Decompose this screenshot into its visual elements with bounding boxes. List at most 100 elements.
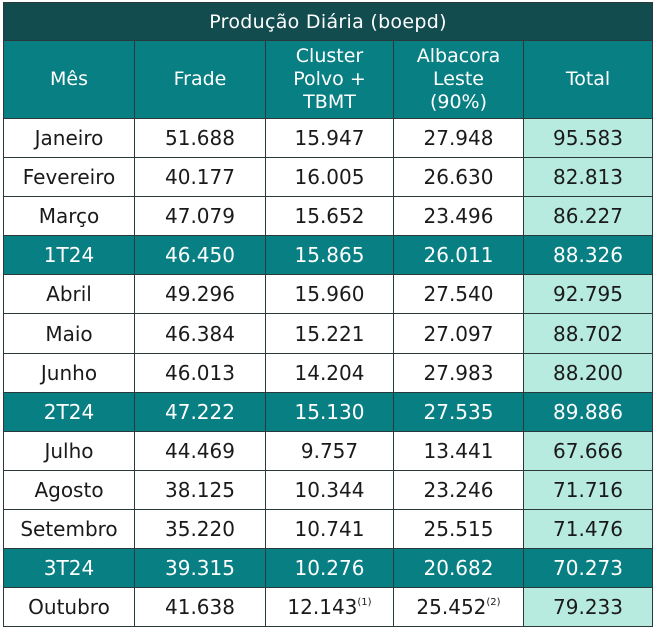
cell-period: Setembro: [3, 508, 135, 549]
cell-total: 88.702: [522, 313, 654, 354]
header-month: Mês: [3, 40, 135, 120]
cell-total: 71.476: [522, 508, 654, 549]
table-row: Abril 49.296 15.960 27.540 92.795: [3, 274, 654, 315]
cell-cluster-polvo-value: 9.757: [300, 438, 359, 463]
header-frade: Frade: [134, 40, 266, 120]
table-row: Fevereiro 40.177 16.005 26.630 82.813: [3, 157, 654, 198]
cell-cluster-polvo-value: 15.221: [294, 321, 365, 346]
header-albacora-line3: (90%): [429, 91, 488, 114]
cell-albacora: 26.630: [393, 157, 524, 198]
table-title-row: Produção Diária (boepd): [2, 1, 654, 42]
cell-period: Fevereiro: [3, 157, 135, 198]
table-row: Junho 46.013 14.204 27.983 88.200: [3, 352, 654, 393]
cell-period-value: Março: [38, 204, 100, 229]
cell-frade-value: 44.469: [165, 438, 235, 463]
cell-frade: 38.125: [134, 469, 266, 510]
header-frade-label: Frade: [173, 68, 227, 91]
cell-albacora-value: 27.983: [423, 360, 494, 385]
cell-period: 1T24: [3, 235, 135, 276]
cell-albacora: 27.983: [393, 352, 524, 393]
header-total: Total: [522, 40, 654, 120]
cell-cluster-polvo-value: 16.005: [294, 165, 365, 190]
cell-period: Maio: [3, 313, 135, 354]
cell-total-value: 79.233: [553, 594, 623, 619]
cell-frade-value: 46.384: [165, 321, 235, 346]
cell-cluster-polvo: 15.130: [265, 391, 394, 432]
cell-cluster-polvo: 15.947: [265, 118, 394, 159]
footnote-marker: (2): [486, 596, 501, 608]
cell-cluster-polvo: 10.741: [265, 508, 394, 549]
cell-period: Outubro: [3, 586, 135, 628]
header-cluster-polvo: Cluster Polvo + TBMT: [265, 40, 394, 120]
cell-albacora-value: 26.011: [423, 243, 494, 268]
cell-period: Junho: [3, 352, 135, 393]
table-row: Maio 46.384 15.221 27.097 88.702: [3, 313, 654, 354]
quarter-summary-row: 3T24 39.315 10.276 20.682 70.273: [3, 547, 654, 588]
cell-total-value: 88.200: [553, 360, 623, 385]
table-row: Janeiro 51.688 15.947 27.948 95.583: [3, 118, 654, 159]
table-row: Março 47.079 15.652 23.496 86.227: [3, 196, 654, 237]
cell-frade: 39.315: [134, 547, 266, 588]
cell-frade-value: 49.296: [165, 282, 235, 307]
cell-total: 70.273: [522, 547, 654, 588]
cell-frade: 47.079: [134, 196, 266, 237]
cell-period-value: Abril: [46, 282, 92, 307]
cell-period: 2T24: [3, 391, 135, 432]
header-albacora-line1: Albacora: [416, 45, 501, 68]
cell-total-value: 67.666: [553, 438, 623, 463]
cell-cluster-polvo-value: 12.143: [287, 594, 358, 619]
cell-cluster-polvo: 14.204: [265, 352, 394, 393]
cell-albacora-value: 23.246: [423, 477, 494, 502]
cell-cluster-polvo-value: 15.947: [294, 126, 365, 151]
cell-frade-value: 47.222: [165, 399, 235, 424]
cell-cluster-polvo-value: 10.276: [294, 555, 365, 580]
cell-albacora-value: 25.452: [416, 594, 487, 619]
cell-period: Agosto: [3, 469, 135, 510]
cell-frade: 46.450: [134, 235, 266, 276]
cell-albacora-value: 26.630: [423, 165, 494, 190]
cell-total-value: 82.813: [553, 165, 623, 190]
cell-total-value: 71.476: [553, 516, 623, 541]
quarter-summary-row: 2T24 47.222 15.130 27.535 89.886: [3, 391, 654, 432]
cell-albacora: 23.496: [393, 196, 524, 237]
cell-albacora-value: 23.496: [423, 204, 494, 229]
header-month-label: Mês: [50, 68, 88, 91]
cell-frade-value: 38.125: [165, 477, 235, 502]
cell-albacora: 26.011: [393, 235, 524, 276]
cell-total: 67.666: [522, 430, 654, 471]
cell-cluster-polvo: 9.757: [265, 430, 394, 471]
cell-frade: 46.384: [134, 313, 266, 354]
cell-total-value: 86.227: [553, 204, 623, 229]
cell-period-value: Agosto: [34, 477, 104, 502]
cell-total: 82.813: [522, 157, 654, 198]
header-albacora: Albacora Leste (90%): [393, 40, 524, 120]
table-row: Agosto 38.125 10.344 23.246 71.716: [3, 469, 654, 510]
header-total-label: Total: [565, 68, 611, 91]
cell-cluster-polvo-value: 15.865: [294, 243, 365, 268]
cell-total-value: 70.273: [553, 555, 623, 580]
cell-albacora: 23.246: [393, 469, 524, 510]
cell-period-value: Janeiro: [34, 126, 104, 151]
cell-period-value: Setembro: [20, 516, 118, 541]
table-row: Outubro 41.638 12.143(1) 25.452(2) 79.233: [3, 586, 654, 628]
cell-period-value: Outubro: [28, 594, 110, 619]
header-albacora-line2: Leste: [433, 68, 484, 91]
cell-period: 3T24: [3, 547, 135, 588]
cell-albacora: 27.535: [393, 391, 524, 432]
cell-period: Abril: [3, 274, 135, 315]
cell-cluster-polvo: 15.221: [265, 313, 394, 354]
cell-frade-value: 39.315: [165, 555, 235, 580]
cell-total: 71.716: [522, 469, 654, 510]
cell-frade-value: 47.079: [165, 204, 235, 229]
cell-frade-value: 46.450: [165, 243, 235, 268]
cell-albacora: 20.682: [393, 547, 524, 588]
cell-total: 79.233: [522, 586, 654, 628]
table-body: Janeiro 51.688 15.947 27.948 95.583 Fevereiro…: [3, 118, 654, 628]
cell-cluster-polvo-value: 15.652: [294, 204, 365, 229]
cell-total: 95.583: [522, 118, 654, 159]
cell-cluster-polvo-value: 14.204: [294, 360, 365, 385]
cell-cluster-polvo-value: 10.741: [294, 516, 365, 541]
cell-frade: 44.469: [134, 430, 266, 471]
cell-period: Janeiro: [3, 118, 135, 159]
